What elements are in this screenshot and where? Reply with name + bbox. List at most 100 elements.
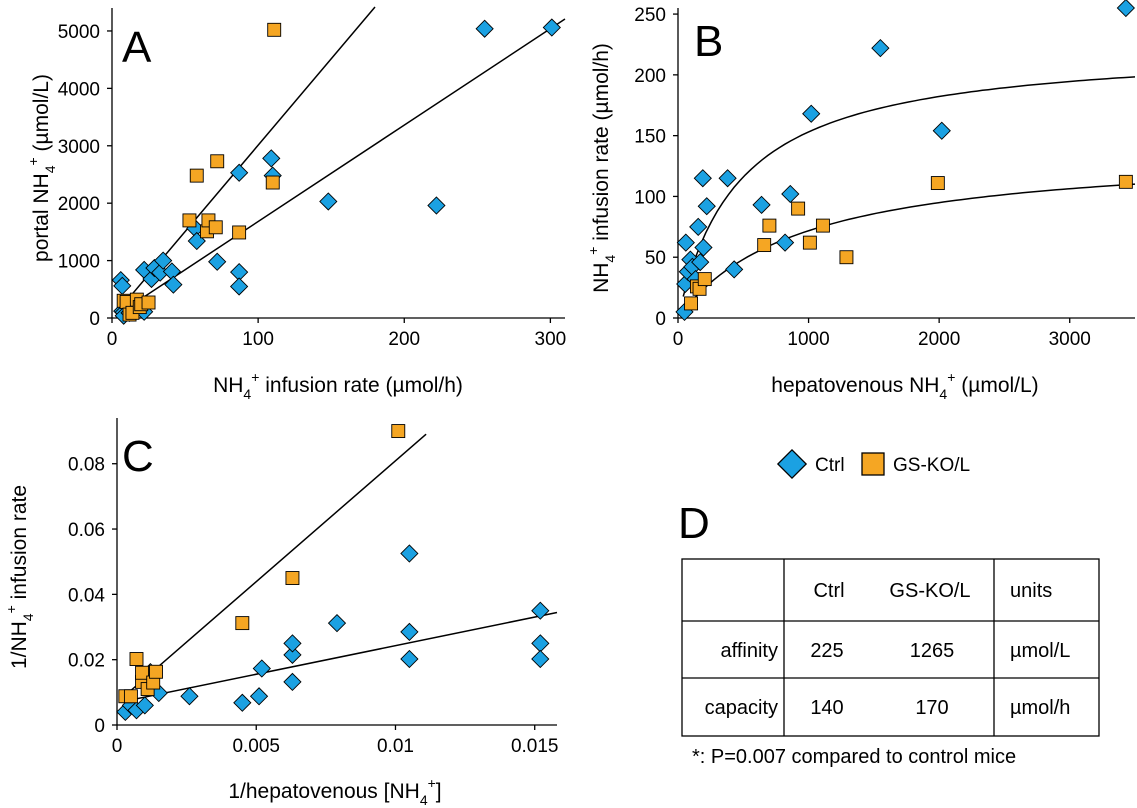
table-cell-gsko-value: 1265 bbox=[910, 640, 955, 662]
gsko-point bbox=[757, 238, 772, 253]
panel-c-y-axis-label: 1/NH4+ infusion rate bbox=[3, 485, 36, 669]
y-tick-label: 4000 bbox=[58, 79, 100, 100]
ctrl-point bbox=[252, 659, 271, 678]
gsko-point bbox=[802, 235, 817, 250]
ctrl-point bbox=[676, 233, 695, 252]
ctrl-point bbox=[162, 262, 182, 281]
gsko-point bbox=[208, 220, 223, 235]
gsko-point bbox=[285, 571, 300, 585]
legend: Ctrl GS-KO/L bbox=[776, 448, 970, 480]
ctrl-point bbox=[531, 601, 550, 620]
ctrl-point bbox=[691, 252, 710, 272]
ctrl-point bbox=[230, 163, 249, 182]
table-cell-units: µmol/L bbox=[1010, 640, 1070, 662]
y-tick-label: 0.08 bbox=[68, 455, 105, 476]
y-tick-label: 100 bbox=[634, 187, 666, 208]
table-header-ctrl: Ctrl bbox=[813, 580, 844, 602]
ctrl-point bbox=[802, 104, 821, 123]
table-cell-row-label: capacity bbox=[705, 697, 778, 719]
gsko-point bbox=[839, 250, 854, 265]
table-header-gsko: GS-KO/L bbox=[889, 580, 970, 602]
legend-ctrl-marker bbox=[776, 448, 808, 480]
table-cell-units: µmol/h bbox=[1010, 697, 1070, 719]
ctrl-point bbox=[542, 18, 561, 37]
table-border bbox=[681, 558, 1100, 737]
ctrl-point bbox=[319, 192, 338, 211]
ctrl-point bbox=[475, 19, 494, 38]
ctrl-point bbox=[233, 693, 252, 712]
ctrl-point bbox=[694, 238, 713, 257]
panel-c: C 0 0.005 0.01 0.015 0 0.02 0.04 0.06 0.08 1/hep… bbox=[3, 418, 558, 808]
panel-b-axes: 0 1000 2000 3000 0 50 100 150 200 250 bbox=[634, 5, 1135, 350]
panel-b: B 0 1000 2000 3000 0 50 100 150 200 250 hepatoven… bbox=[585, 0, 1136, 402]
ctrl-point bbox=[871, 38, 890, 58]
ctrl-point bbox=[531, 634, 550, 653]
ctrl-point bbox=[400, 544, 419, 563]
panel-label-d: D bbox=[678, 499, 710, 548]
ctrl-point bbox=[697, 197, 716, 216]
ctrl-point bbox=[725, 260, 744, 279]
panel-b-y-axis-label: NH4+ infusion rate (µmol/h) bbox=[585, 43, 618, 293]
ctrl-point bbox=[1116, 0, 1135, 18]
fit-line bbox=[120, 18, 566, 313]
table-cell-gsko-value: 170 bbox=[915, 697, 948, 719]
y-tick-label: 150 bbox=[634, 127, 666, 148]
x-tick-label: 0 bbox=[107, 329, 118, 350]
x-tick-label: 0.005 bbox=[232, 736, 280, 757]
ctrl-point bbox=[400, 649, 419, 669]
table-cell-ctrl-value: 225 bbox=[810, 640, 843, 662]
x-tick-label: 0.015 bbox=[511, 736, 559, 757]
ctrl-point bbox=[693, 169, 712, 188]
y-tick-label: 0.02 bbox=[68, 651, 105, 672]
ctrl-point bbox=[283, 634, 302, 653]
y-tick-label: 0 bbox=[89, 309, 100, 330]
ctrl-point bbox=[230, 262, 249, 282]
ctrl-point bbox=[752, 195, 771, 215]
x-tick-label: 100 bbox=[242, 329, 274, 350]
x-tick-label: 0.01 bbox=[377, 736, 414, 757]
table-footnote: *: P=0.007 compared to control mice bbox=[692, 746, 1016, 768]
ctrl-point bbox=[327, 613, 347, 633]
ctrl-point bbox=[180, 687, 199, 706]
panel-a-points bbox=[111, 18, 561, 325]
gsko-point bbox=[182, 213, 197, 228]
results-table bbox=[681, 558, 1100, 737]
ctrl-point bbox=[154, 251, 173, 270]
x-tick-label: 0 bbox=[673, 329, 684, 350]
ctrl-point bbox=[932, 121, 951, 140]
panel-a-x-axis-label: NH4+ infusion rate (µmol/h) bbox=[213, 369, 463, 402]
y-tick-label: 250 bbox=[634, 5, 666, 26]
panel-label-c: C bbox=[122, 432, 154, 481]
legend-ctrl-label: Ctrl bbox=[815, 455, 845, 476]
y-tick-label: 50 bbox=[645, 248, 666, 269]
ctrl-point bbox=[164, 275, 183, 294]
panel-c-fit-lines bbox=[124, 433, 558, 702]
y-tick-label: 5000 bbox=[58, 22, 100, 43]
gsko-point bbox=[815, 218, 830, 233]
table-cell-row-label: affinity bbox=[721, 640, 778, 662]
table-cell-ctrl-value: 140 bbox=[810, 697, 843, 719]
gsko-point bbox=[129, 652, 144, 666]
gsko-point bbox=[391, 424, 406, 439]
y-tick-label: 0.06 bbox=[68, 520, 105, 541]
legend-gsko-marker bbox=[861, 452, 885, 476]
gsko-point bbox=[697, 272, 712, 287]
y-tick-label: 2000 bbox=[58, 194, 100, 215]
ctrl-point bbox=[208, 252, 227, 271]
gsko-point bbox=[141, 295, 156, 310]
gsko-point bbox=[762, 218, 777, 233]
gsko-point bbox=[210, 154, 225, 169]
gsko-point bbox=[684, 296, 699, 311]
panel-label-a: A bbox=[122, 23, 152, 72]
ctrl-point bbox=[229, 277, 249, 296]
panel-label-b: B bbox=[694, 17, 723, 66]
y-tick-label: 0.04 bbox=[68, 585, 105, 606]
y-tick-label: 200 bbox=[634, 66, 666, 87]
fit-line bbox=[685, 183, 1136, 309]
panel-b-x-axis-label: hepatovenous NH4+ (µmol/L) bbox=[771, 369, 1038, 402]
table-header-units: units bbox=[1010, 580, 1052, 602]
x-tick-label: 3000 bbox=[1049, 329, 1091, 350]
